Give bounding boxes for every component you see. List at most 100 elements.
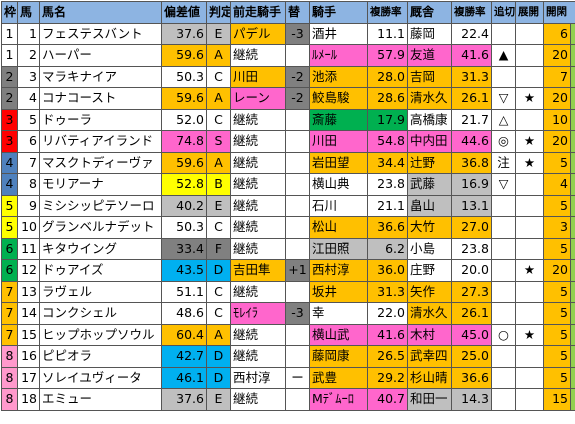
cell-kankan: 6 [543, 22, 571, 45]
header-oikiri: 追切 [491, 1, 516, 24]
cell-jockey: 鮫島駿 [309, 87, 368, 110]
cell-stable: 吉岡 [407, 65, 452, 88]
cell-stable: 矢作 [407, 280, 452, 303]
cell-change [285, 216, 310, 239]
cell-stable: 庄野 [407, 259, 452, 282]
cell-stable-rate: 21.7 [451, 108, 492, 131]
cell-prev-jockey: ﾓﾚｲﾗ [230, 302, 286, 325]
cell-jockey: Mﾃﾞﾑｰﾛ [309, 388, 368, 411]
cell-jockey-rate: 34.4 [367, 151, 408, 174]
cell-num: 6 [17, 130, 40, 153]
cell-jockey: 川田 [309, 130, 368, 153]
cell-change [285, 280, 310, 303]
cell-stable: 武幸四 [407, 345, 452, 368]
cell-horse-name: ドゥアイズ [39, 259, 162, 282]
cell-kankan2: 5 [570, 194, 575, 217]
cell-jockey-rate: 40.7 [367, 388, 408, 411]
cell-kankan: 5 [543, 345, 571, 368]
cell-change: -2 [285, 65, 310, 88]
cell-jockey: ﾙﾒｰﾙ [309, 44, 368, 67]
cell-waku: 3 [1, 108, 18, 131]
header-grade: 判定 [206, 1, 231, 24]
cell-num: 18 [17, 388, 40, 411]
cell-stable-rate: 36.8 [451, 151, 492, 174]
cell-dev: 40.2 [161, 194, 207, 217]
cell-jockey: 岩田望 [309, 151, 368, 174]
cell-change [285, 151, 310, 174]
cell-dev: 74.8 [161, 130, 207, 153]
cell-jockey: 西村淳 [309, 259, 368, 282]
cell-oikiri [491, 22, 516, 45]
cell-stable: 藤岡 [407, 22, 452, 45]
cell-kankan2: 11 [570, 44, 575, 67]
header-row: 枠 馬 馬名 偏差値 判定 前走騎手 替 騎手 複勝率 厩舎 複勝率 追切 展開… [1, 1, 575, 24]
cell-oikiri: 注 [491, 151, 516, 174]
cell-stable-rate: 25.0 [451, 345, 492, 368]
cell-jockey: 横山武 [309, 323, 368, 346]
cell-stable-rate: 14.3 [451, 388, 492, 411]
cell-dev: 50.3 [161, 216, 207, 239]
cell-dev: 33.4 [161, 237, 207, 260]
cell-change [285, 323, 310, 346]
cell-grade: D [206, 259, 231, 282]
cell-kankan: 3 [543, 216, 571, 239]
cell-kankan2: 5 [570, 345, 575, 368]
cell-waku: 5 [1, 194, 18, 217]
cell-jockey-rate: 21.1 [367, 194, 408, 217]
cell-change [285, 345, 310, 368]
cell-prev-jockey: 継続 [230, 194, 286, 217]
cell-horse-name: グランベルナデット [39, 216, 162, 239]
cell-kankan2: 5 [570, 65, 575, 88]
cell-prev-jockey: 継続 [230, 237, 286, 260]
cell-num: 9 [17, 194, 40, 217]
cell-horse-name: ヒップホップソウル [39, 323, 162, 346]
cell-oikiri: ▲ [491, 44, 516, 67]
cell-oikiri: ○ [491, 323, 516, 346]
header-dev: 偏差値 [161, 1, 207, 24]
cell-num: 17 [17, 366, 40, 389]
cell-change: -3 [285, 302, 310, 325]
cell-change [285, 173, 310, 196]
cell-kankan2: 5 [570, 366, 575, 389]
cell-prev-jockey: 継続 [230, 173, 286, 196]
cell-dev: 59.6 [161, 44, 207, 67]
cell-jockey-rate: 57.9 [367, 44, 408, 67]
cell-tenkai: ★ [515, 87, 544, 110]
header-jrate: 複勝率 [367, 1, 408, 24]
cell-horse-name: リバティアイランド [39, 130, 162, 153]
cell-stable-rate: 23.8 [451, 237, 492, 260]
cell-stable-rate: 26.1 [451, 87, 492, 110]
cell-stable: 辻野 [407, 151, 452, 174]
header-change: 替 [285, 1, 310, 24]
cell-oikiri [491, 388, 516, 411]
cell-oikiri: △ [491, 108, 516, 131]
cell-num: 14 [17, 302, 40, 325]
cell-grade: A [206, 323, 231, 346]
cell-num: 11 [17, 237, 40, 260]
cell-horse-name: コナコースト [39, 87, 162, 110]
cell-num: 1 [17, 22, 40, 45]
cell-stable-rate: 41.6 [451, 44, 492, 67]
cell-prev-jockey: 継続 [230, 44, 286, 67]
cell-dev: 43.5 [161, 259, 207, 282]
cell-jockey: 斎藤 [309, 108, 368, 131]
cell-tenkai [515, 194, 544, 217]
cell-tenkai [515, 237, 544, 260]
cell-waku: 4 [1, 151, 18, 174]
cell-tenkai [515, 44, 544, 67]
cell-grade: E [206, 194, 231, 217]
cell-oikiri [491, 194, 516, 217]
cell-kankan: 20 [543, 87, 571, 110]
cell-kankan: 5 [543, 237, 571, 260]
cell-tenkai [515, 280, 544, 303]
cell-num: 7 [17, 151, 40, 174]
cell-stable: 和田一 [407, 388, 452, 411]
cell-waku: 4 [1, 173, 18, 196]
cell-tenkai: ★ [515, 259, 544, 282]
cell-waku: 3 [1, 130, 18, 153]
